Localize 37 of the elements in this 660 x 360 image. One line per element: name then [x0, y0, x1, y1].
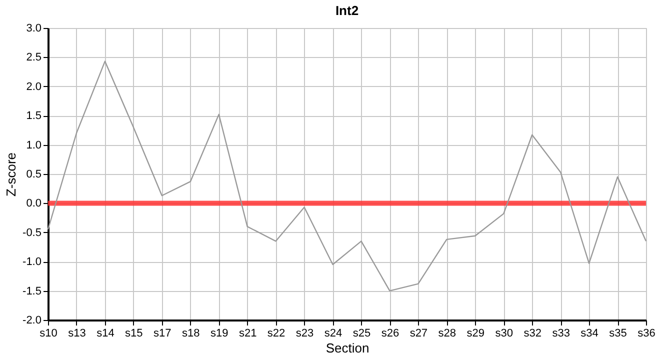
y-tick-label: 0.5	[26, 168, 42, 180]
x-tick-label: s25	[352, 328, 371, 340]
x-tick-label: s22	[267, 328, 286, 340]
x-tick-label: s27	[410, 328, 428, 340]
y-tick-label: 2.0	[26, 80, 42, 93]
x-tick-label: s14	[96, 328, 114, 340]
x-tick-label: s28	[438, 328, 456, 340]
line-series	[47, 60, 647, 292]
x-tick-label: s18	[182, 328, 200, 340]
y-tick-label: -0.5	[22, 226, 42, 239]
chart-title: Int2	[335, 3, 359, 18]
y-tick-label: 0.0	[26, 198, 42, 210]
x-tick-label: s13	[68, 328, 86, 340]
x-axis-title: Section	[326, 340, 370, 356]
x-tick-label: s19	[210, 328, 228, 340]
x-tick-label: s36	[638, 328, 656, 340]
x-tick-label: s33	[552, 328, 570, 340]
x-tick-label: s29	[466, 328, 485, 340]
y-tick-label: -1.0	[22, 256, 42, 268]
x-tick-label: s17	[154, 328, 172, 340]
y-tick-label: 1.5	[26, 110, 42, 122]
y-axis-title: Z-score	[4, 152, 19, 197]
x-tick-label: s23	[296, 328, 314, 340]
x-tick-label: s10	[40, 328, 58, 340]
x-tick-label: s35	[609, 328, 627, 340]
x-tick-label: s26	[381, 328, 400, 340]
y-tick-label: -2.0	[22, 314, 42, 326]
x-tick-label: s32	[524, 328, 542, 340]
x-tick-label: s24	[324, 328, 342, 340]
y-tick-label: 1.0	[26, 139, 42, 152]
x-tick-label: s21	[238, 328, 257, 340]
y-tick-label: -1.5	[22, 285, 42, 298]
y-tick-label: 3.0	[26, 22, 42, 34]
x-tick-label: s34	[580, 328, 598, 340]
x-tick-label: s30	[495, 328, 513, 340]
y-tick-label: 2.5	[26, 52, 42, 64]
x-tick-label: s15	[125, 328, 143, 340]
